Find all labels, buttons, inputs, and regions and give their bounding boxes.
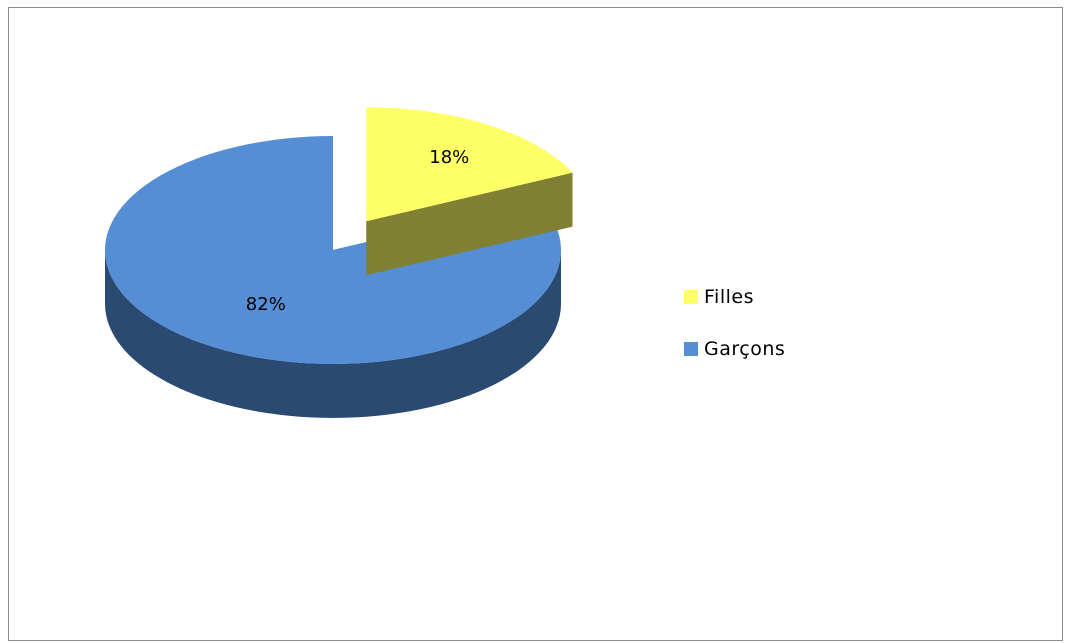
- slice-side-garcons-0: [105, 250, 561, 418]
- slice-top-filles: [366, 107, 573, 222]
- legend-label-filles: Filles: [704, 286, 754, 308]
- legend-swatch-garcons: [684, 342, 698, 356]
- slice-wall-filles-1: [366, 172, 573, 276]
- slice-top-garcons: [105, 136, 561, 365]
- pct-label-filles: 18%: [429, 147, 469, 168]
- pct-label-garcons: 82%: [246, 294, 286, 315]
- legend-swatch-filles: [684, 290, 698, 304]
- legend-label-garcons: Garçons: [704, 338, 786, 360]
- slice-filles: [366, 107, 573, 276]
